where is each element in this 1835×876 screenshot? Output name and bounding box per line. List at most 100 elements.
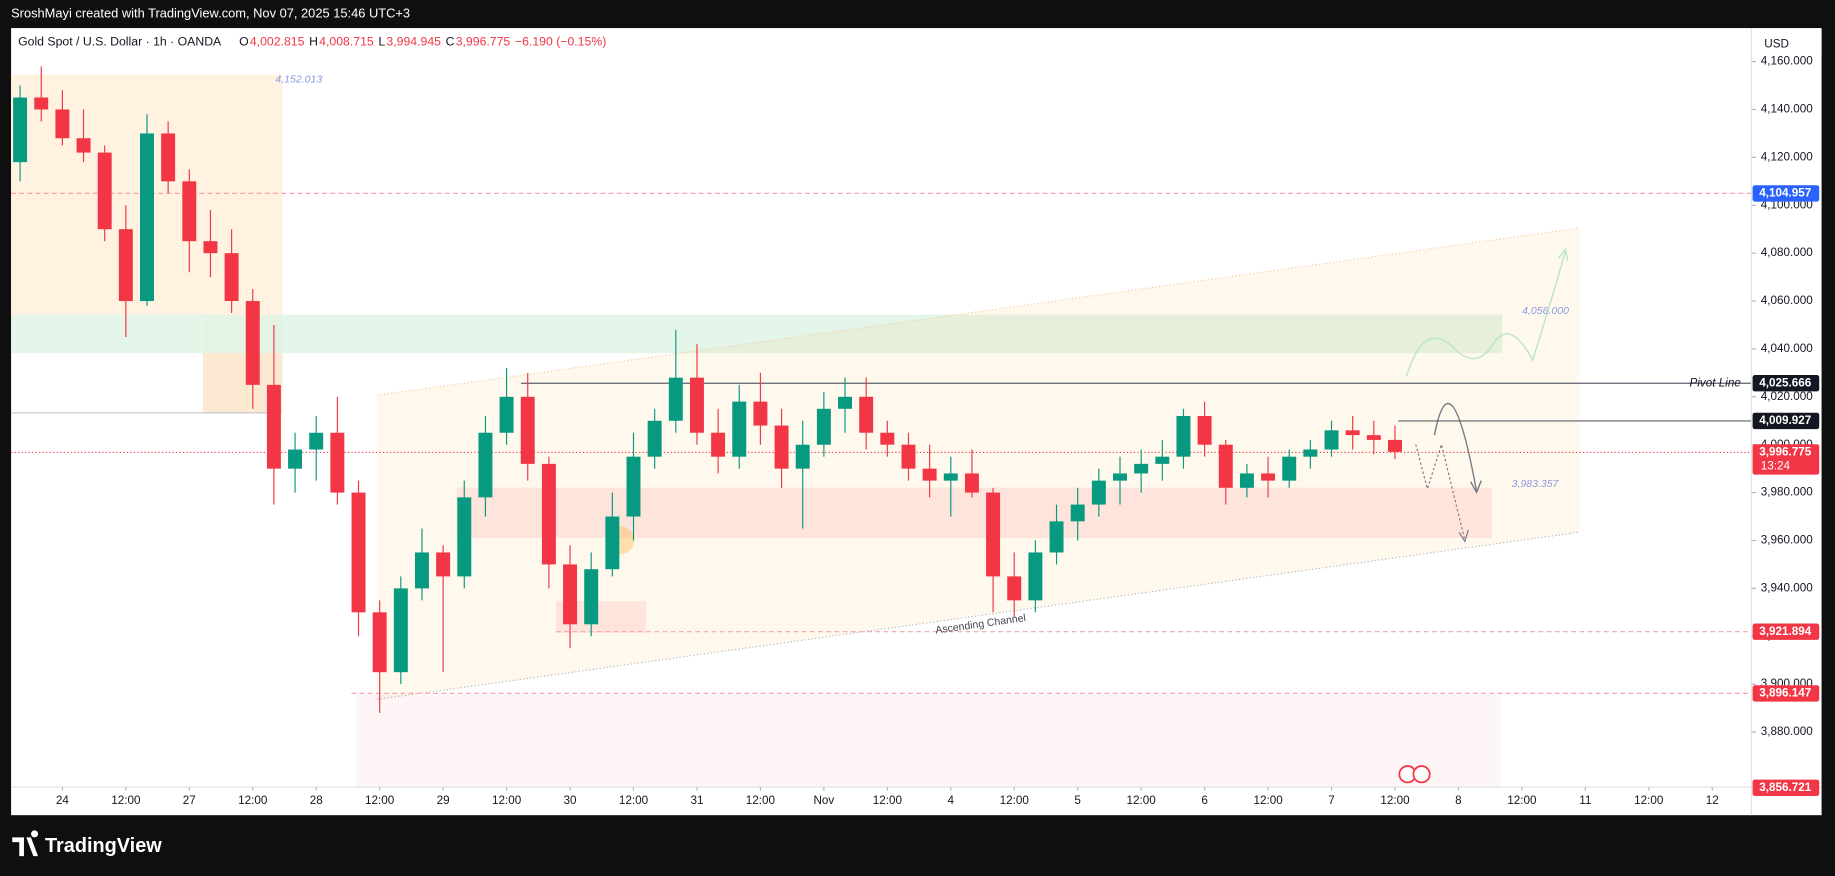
x-tick-label: 12:00 (1253, 794, 1283, 807)
candle-body (393, 588, 408, 673)
x-tick-label: 29 (437, 794, 450, 807)
candle-body (266, 384, 281, 469)
x-tick-label: 12:00 (873, 794, 903, 807)
candle-body (372, 612, 387, 673)
annotation: 3,983.357 (1512, 478, 1560, 490)
x-tick-label: 12:00 (1000, 794, 1030, 807)
candle-body (1113, 473, 1127, 481)
y-tick-label: 3,940.000 (1761, 581, 1813, 594)
price-badge-label: 4,104.957 (1759, 186, 1811, 199)
candle-body (1028, 552, 1043, 601)
x-tick-label: 12:00 (1127, 794, 1157, 807)
y-tick-label: 3,980.000 (1761, 486, 1813, 499)
y-tick-label: 3,880.000 (1761, 725, 1813, 738)
candle-body (161, 133, 176, 182)
candle-body (309, 432, 324, 450)
x-tick-label: 6 (1201, 794, 1208, 807)
x-tick-label: 5 (1074, 794, 1081, 807)
x-tick-label: 27 (183, 794, 196, 807)
candle-body (753, 401, 768, 426)
candle-body (1366, 435, 1381, 440)
ohlc-legend: O 4,002.815 H 4,008.715 L 3,994.945 C 3,996.775… (239, 34, 606, 48)
candle-body (140, 133, 154, 302)
candle-body (457, 497, 472, 577)
candle-body (1197, 415, 1212, 445)
candle-body (964, 473, 979, 493)
y-tick-label: 4,100.000 (1761, 198, 1813, 211)
candle-body (1049, 521, 1064, 553)
candle-body (541, 463, 556, 565)
demand-zone (356, 694, 1502, 788)
candle-body (986, 492, 1001, 577)
candle-body (563, 564, 578, 625)
candle-body (436, 552, 451, 577)
candle-body (97, 152, 112, 230)
annotation: 4,056.000 (1522, 305, 1569, 317)
candle-body (689, 377, 704, 433)
candle-body (816, 408, 831, 445)
candle-body (1091, 480, 1106, 505)
candle-body (13, 97, 28, 163)
candle-body (414, 552, 429, 589)
plot-background (11, 28, 1822, 816)
x-tick-label: 12:00 (365, 794, 395, 807)
x-tick-label: 31 (690, 794, 703, 807)
price-badge (1752, 185, 1820, 202)
candle-body (626, 456, 641, 517)
candle-body (880, 432, 895, 445)
candle-body (1176, 415, 1191, 457)
candle-body (838, 396, 853, 409)
candle-body (732, 401, 747, 457)
candle-body (76, 138, 91, 153)
annotation: 4,152.013 (275, 73, 322, 85)
event-icon[interactable] (1412, 765, 1431, 784)
price-badge (1752, 779, 1820, 796)
candle-body (1282, 456, 1297, 481)
x-tick-label: 12 (1706, 794, 1719, 807)
x-tick-label: 12:00 (619, 794, 649, 807)
y-tick-label: 4,140.000 (1761, 103, 1813, 116)
candle-body (34, 97, 49, 110)
candle-body (1387, 439, 1402, 452)
forecast-zigzag (1415, 442, 1466, 541)
y-tick-label: 4,040.000 (1761, 342, 1813, 355)
brand: TradingView (12, 830, 162, 857)
candle-body (1155, 456, 1170, 464)
annotation: Pivot Line (1690, 377, 1742, 390)
currency-box (1752, 29, 1822, 58)
legend-key: H (309, 34, 318, 48)
channel-bottom (377, 531, 1580, 700)
brand-logo (12, 830, 39, 857)
price-badge (1752, 375, 1820, 392)
marks (11, 66, 1752, 713)
price-badge (1752, 623, 1820, 640)
y-tick-label: 4,160.000 (1761, 55, 1813, 68)
candle-body (774, 425, 789, 469)
price-badge (1752, 444, 1820, 475)
candle-body (1218, 444, 1233, 488)
candle-body (118, 229, 133, 302)
x-tick-label: 12:00 (238, 794, 268, 807)
candle-body (647, 420, 662, 457)
arrowhead (1458, 529, 1469, 543)
legend-key: L (378, 34, 385, 48)
y-tick-label: 4,080.000 (1761, 246, 1813, 259)
legend-value: 4,002.815 (250, 34, 305, 48)
candle-body (520, 396, 535, 464)
candle-body (182, 181, 197, 242)
candle-body (1303, 449, 1318, 457)
candle-body (859, 396, 874, 433)
symbol-title: Gold Spot / U.S. Dollar · 1h · OANDA (18, 34, 222, 48)
candle-body (1007, 576, 1022, 601)
x-tick-label: 12:00 (111, 794, 141, 807)
candle-body (330, 432, 345, 493)
candle-body (943, 473, 958, 481)
candle-body (55, 109, 70, 139)
candle-body (1345, 430, 1360, 436)
y-tick-label: 3,960.000 (1761, 534, 1813, 547)
arrowhead (1557, 247, 1569, 261)
candle-body (351, 492, 366, 613)
legend-change: −6.190 (−0.15%) (515, 34, 606, 48)
price-badge (1752, 412, 1820, 430)
